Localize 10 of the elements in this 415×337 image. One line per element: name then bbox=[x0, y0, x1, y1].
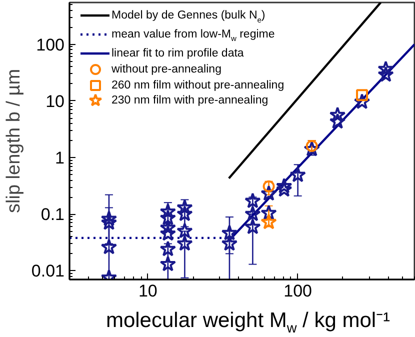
legend-label: 260 nm film without pre-annealing bbox=[112, 80, 284, 92]
legend-label: linear fit to rim profile data bbox=[112, 48, 244, 60]
y-tick-label: 1 bbox=[55, 148, 65, 168]
y-tick-label: 0.01 bbox=[31, 262, 65, 281]
y-tick-label: 10 bbox=[46, 92, 65, 111]
legend-label: 230 nm film with pre-annealing bbox=[112, 94, 268, 106]
y-axis-title: slip length b / µm bbox=[3, 68, 24, 214]
y-tick-label: 0.1 bbox=[40, 205, 65, 224]
y-tick-label: 100 bbox=[36, 35, 65, 54]
legend-label: without pre-annealing bbox=[110, 64, 222, 76]
